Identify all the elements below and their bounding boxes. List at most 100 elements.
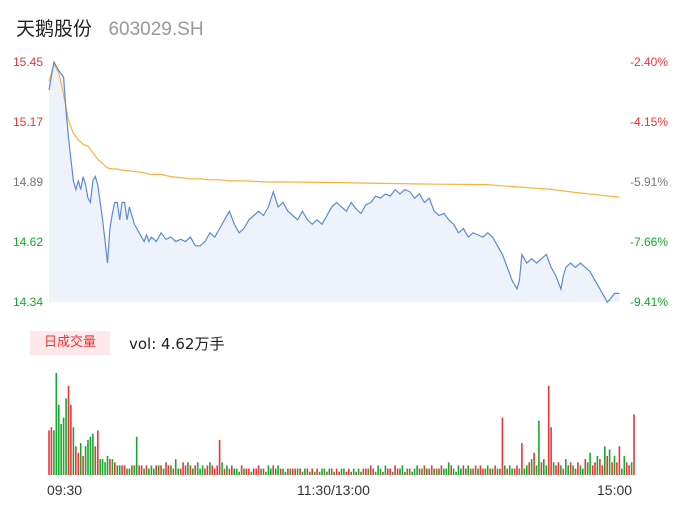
volume-bar — [172, 468, 175, 475]
volume-bar — [406, 468, 409, 475]
volume-bar — [535, 465, 538, 475]
volume-bar — [79, 443, 82, 475]
volume-bar — [311, 468, 313, 475]
volume-bar — [330, 468, 333, 475]
volume-bar — [187, 462, 189, 476]
volume-bar — [177, 468, 179, 475]
volume-bar — [101, 459, 104, 475]
time-tick-close: 15:00 — [597, 482, 633, 498]
volume-bar — [504, 465, 506, 475]
volume-bar — [235, 468, 238, 475]
volume-bar — [318, 471, 321, 475]
volume-bar — [365, 468, 367, 475]
volume-bar — [630, 462, 633, 476]
volume-bar — [345, 471, 348, 475]
volume-bar — [547, 385, 550, 476]
volume-bar — [489, 468, 491, 475]
volume-bar — [374, 471, 377, 475]
volume-bar — [118, 465, 121, 475]
volume-bar — [445, 468, 448, 475]
volume-bar — [304, 468, 306, 475]
volume-bar — [582, 468, 584, 475]
price-area — [49, 62, 620, 302]
volume-bar — [552, 462, 555, 476]
volume-bar — [116, 465, 119, 475]
volume-bar — [513, 468, 516, 475]
volume-bar — [62, 417, 65, 475]
volume-bar — [474, 465, 477, 475]
volume-bar — [601, 465, 604, 475]
volume-bar — [104, 462, 106, 476]
volume-tag[interactable]: 日成交量 — [30, 331, 110, 355]
volume-bar — [313, 471, 316, 475]
volume-bar — [350, 471, 352, 475]
volume-bar — [321, 468, 323, 475]
volume-bar — [162, 468, 165, 475]
volume-bar — [155, 465, 157, 475]
pct-tick-4: -7.66% — [630, 235, 669, 249]
volume-bar — [452, 468, 455, 475]
volume-bar — [426, 468, 428, 475]
volume-bar — [126, 468, 128, 475]
volume-bar — [352, 468, 355, 475]
stock-name: 天鹅股份 — [16, 18, 93, 40]
volume-bar — [87, 439, 89, 475]
stock-header: 天鹅股份 603029.SH — [16, 14, 204, 40]
volume-bar — [167, 465, 170, 475]
price-tick-2: 15.17 — [13, 115, 44, 129]
volume-bar — [613, 455, 616, 475]
volume-bar — [140, 465, 143, 475]
volume-bar — [621, 468, 623, 475]
volume-bar — [516, 465, 518, 475]
volume-bar — [338, 471, 340, 475]
volume-bar — [226, 465, 228, 475]
volume-bar — [477, 468, 479, 475]
pct-tick-3: -5.91% — [630, 175, 669, 189]
volume-bar — [250, 471, 253, 475]
volume-bar — [157, 465, 160, 475]
volume-bar — [267, 465, 270, 475]
volume-bar — [387, 468, 389, 475]
volume-bar — [252, 468, 255, 475]
volume-bar — [106, 455, 109, 475]
volume-bar — [270, 468, 272, 475]
volume-value: vol: 4.62万手 — [129, 335, 225, 353]
volume-bar — [377, 465, 379, 475]
volume-bar — [399, 468, 401, 475]
volume-bar — [82, 455, 84, 475]
volume-bar — [472, 468, 474, 475]
volume-bar — [616, 462, 618, 476]
volume-bar — [408, 468, 411, 475]
volume-bar — [209, 462, 211, 476]
volume-bar — [291, 468, 294, 475]
volume-bar — [416, 465, 418, 475]
volume-bar — [491, 468, 494, 475]
pct-tick-1: -2.40% — [630, 55, 669, 69]
volume-bar — [189, 465, 192, 475]
volume-bar — [170, 465, 172, 475]
volume-bar — [165, 462, 167, 476]
volume-bar — [433, 468, 435, 475]
volume-bar — [262, 468, 265, 475]
volume-bar — [421, 468, 423, 475]
volume-bar — [65, 398, 67, 475]
volume-bar — [382, 471, 384, 475]
volume-bar — [150, 465, 153, 475]
volume-bar — [272, 465, 274, 475]
volume-bar — [121, 465, 123, 475]
volume-bar — [494, 465, 496, 475]
volume-bar — [309, 471, 311, 475]
volume-bar — [440, 465, 443, 475]
volume-bar — [111, 459, 114, 475]
volume-bar — [194, 465, 196, 475]
volume-bar — [192, 468, 194, 475]
price-tick-4: 14.62 — [13, 235, 44, 249]
volume-bar — [618, 446, 621, 475]
volume-bar — [372, 468, 374, 475]
volume-bar — [84, 446, 87, 475]
volume-bar — [274, 468, 277, 475]
volume-bar — [89, 436, 92, 476]
volume-bar — [233, 468, 235, 475]
volume-bar — [394, 465, 396, 475]
volume-bar — [467, 465, 469, 475]
